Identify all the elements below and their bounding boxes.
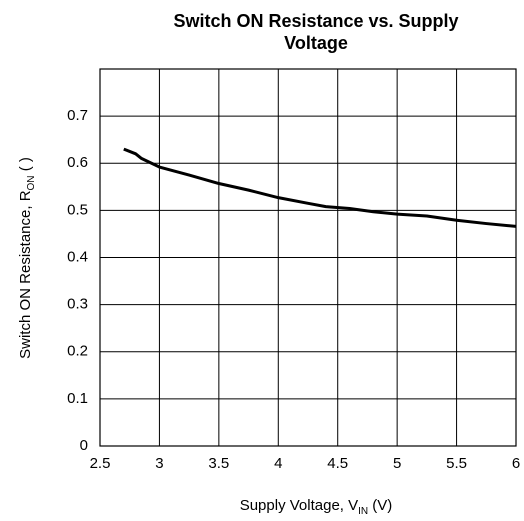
x-tick-label: 4.5: [327, 455, 348, 472]
x-tick-label: 3: [155, 455, 163, 472]
y-tick-label: 0.6: [67, 154, 88, 171]
y-tick-label: 0.5: [67, 201, 88, 218]
data-line: [123, 147, 517, 228]
x-axis-label-text: Supply Voltage, V: [240, 497, 358, 514]
x-axis-label-sub: IN: [358, 506, 368, 517]
x-axis-label-unit: (V): [368, 497, 392, 514]
x-tick-label: 4: [274, 455, 282, 472]
y-tick-label: 0.4: [67, 248, 88, 265]
x-axis-label: Supply Voltage, VIN (V): [240, 497, 393, 517]
y-tick-label: 0.1: [67, 390, 88, 407]
x-tick-label: 3.5: [208, 455, 229, 472]
x-tick-label: 2.5: [90, 455, 111, 472]
y-axis-label-text: Switch ON Resistance, R: [17, 190, 34, 359]
y-axis-label: Switch ON Resistance, RON ( ): [17, 157, 37, 359]
y-axis-label-sub: ON: [26, 175, 37, 190]
x-tick-label: 6: [512, 455, 520, 472]
x-tick-label: 5: [393, 455, 401, 472]
x-tick-label: 5.5: [446, 455, 467, 472]
y-tick-label: 0.3: [67, 296, 88, 313]
y-tick-label: 0.2: [67, 343, 88, 360]
y-tick-label: 0: [80, 437, 88, 454]
chart-title: Switch ON Resistance vs. Supply: [173, 11, 458, 31]
chart-title: Voltage: [284, 33, 348, 53]
y-tick-label: 0.7: [67, 107, 88, 124]
y-axis-label-unit: ( ): [17, 157, 34, 175]
